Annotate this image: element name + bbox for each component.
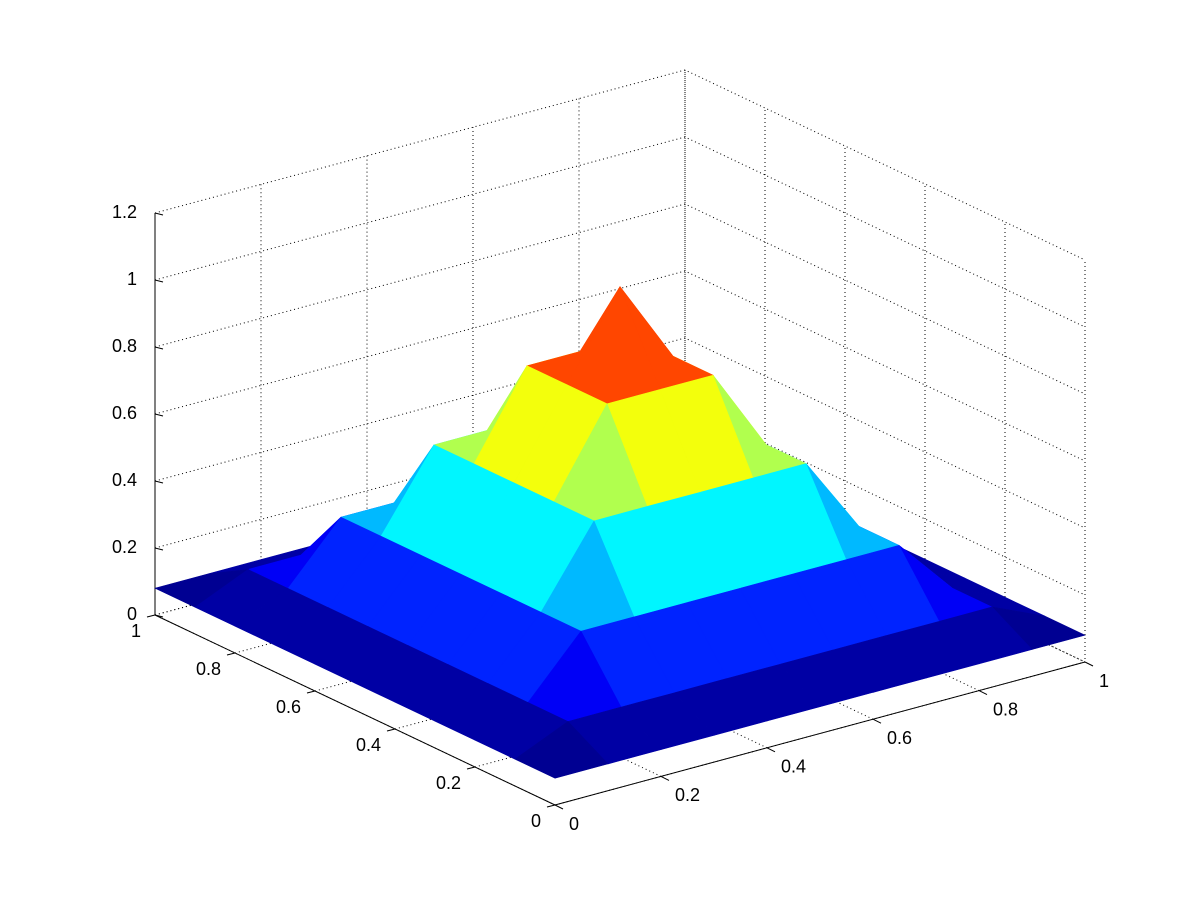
x-tick xyxy=(660,775,670,781)
x-tick xyxy=(554,804,564,810)
z-tick-label: 0.6 xyxy=(112,403,137,423)
x-tick-label: 0.6 xyxy=(887,728,912,748)
x-tick-label: 0 xyxy=(569,814,579,834)
z-tick xyxy=(154,480,164,484)
z-tick xyxy=(154,413,164,417)
z-tick xyxy=(154,212,164,216)
grid-line xyxy=(154,136,1086,328)
x-tick-label: 1 xyxy=(1099,671,1109,691)
y-tick xyxy=(306,690,316,694)
z-tick-label: 0.4 xyxy=(112,470,137,490)
z-tick xyxy=(154,614,164,618)
z-tick xyxy=(154,547,164,551)
z-tick xyxy=(154,279,164,283)
z-tick-label: 1 xyxy=(127,269,137,289)
y-tick-label: 0.2 xyxy=(436,773,461,793)
grid-line xyxy=(154,69,1086,261)
z-tick xyxy=(154,346,164,350)
y-axis xyxy=(154,614,556,806)
y-tick xyxy=(386,728,396,732)
x-tick-label: 0.2 xyxy=(675,785,700,805)
x-tick xyxy=(1084,661,1094,667)
grid-line xyxy=(154,270,1086,462)
y-tick xyxy=(146,614,156,618)
y-tick-label: 0.8 xyxy=(196,659,221,679)
y-tick xyxy=(466,766,476,770)
z-tick-label: 0 xyxy=(127,604,137,624)
y-tick xyxy=(546,804,556,808)
x-tick xyxy=(978,690,988,696)
x-tick-label: 0.4 xyxy=(781,757,806,777)
y-tick-label: 0.4 xyxy=(356,735,381,755)
z-tick-label: 1.2 xyxy=(112,202,137,222)
y-tick-label: 0 xyxy=(531,811,541,831)
y-tick-label: 1 xyxy=(131,621,141,641)
x-tick xyxy=(872,718,882,724)
x-tick-label: 0.8 xyxy=(993,699,1018,719)
z-tick-label: 0.8 xyxy=(112,336,137,356)
surface-patch xyxy=(514,721,609,779)
x-axis xyxy=(554,661,1086,806)
y-tick xyxy=(226,652,236,656)
x-tick xyxy=(766,747,776,753)
z-tick-label: 0.2 xyxy=(112,537,137,557)
y-tick-label: 0.6 xyxy=(276,697,301,717)
